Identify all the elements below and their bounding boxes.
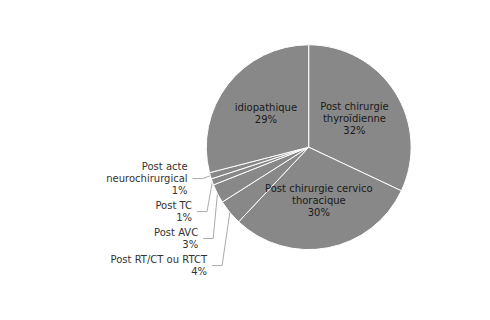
svg-text:4%: 4% — [191, 266, 207, 277]
svg-text:Post RT/CT ou RTCT: Post RT/CT ou RTCT — [111, 254, 208, 265]
svg-text:32%: 32% — [343, 125, 365, 136]
svg-text:thoracique: thoracique — [292, 195, 346, 206]
svg-text:Post chirurgie: Post chirurgie — [320, 101, 388, 112]
svg-text:1%: 1% — [176, 212, 192, 223]
svg-text:Post acte: Post acte — [142, 161, 188, 172]
svg-text:1%: 1% — [172, 185, 188, 196]
svg-text:3%: 3% — [182, 239, 198, 250]
svg-text:Post chirurgie cervico: Post chirurgie cervico — [265, 183, 373, 194]
svg-text:idiopathique: idiopathique — [235, 102, 297, 113]
svg-text:30%: 30% — [308, 207, 330, 218]
svg-text:Post AVC: Post AVC — [154, 227, 198, 238]
svg-text:neurochirurgical: neurochirurgical — [106, 173, 187, 184]
svg-text:thyroïdienne: thyroïdienne — [323, 113, 386, 124]
svg-text:29%: 29% — [255, 114, 277, 125]
svg-text:Post TC: Post TC — [155, 200, 192, 211]
